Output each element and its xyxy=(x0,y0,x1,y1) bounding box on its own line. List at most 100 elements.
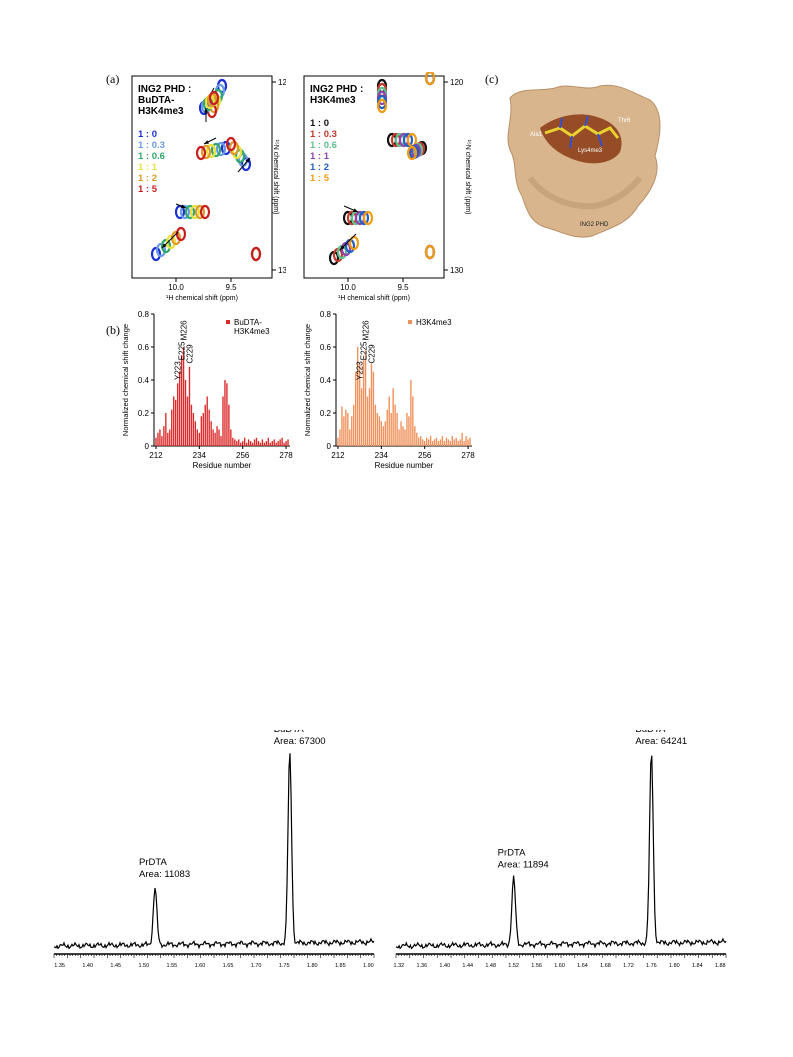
bar xyxy=(226,383,228,446)
nmr-title-line: H3K4me3 xyxy=(310,95,356,106)
nmr-title-line: BuDTA- xyxy=(138,95,174,106)
bar xyxy=(257,441,260,446)
nmr-legend-item: 1 : 1 xyxy=(138,162,158,173)
bar xyxy=(382,426,384,446)
bar xyxy=(194,421,197,446)
bar xyxy=(418,437,420,446)
bar xyxy=(176,383,179,446)
bar xyxy=(425,437,428,446)
nmr-peak xyxy=(189,204,201,220)
bar xyxy=(202,413,204,446)
bar xyxy=(388,396,390,446)
bar xyxy=(429,436,432,446)
y-tick-label: 0.2 xyxy=(320,409,332,418)
bar xyxy=(178,371,181,446)
x-tick-label: 1.48 xyxy=(485,963,496,969)
x-tick-label: 1.72 xyxy=(623,963,634,969)
nmr-legend-item: 1 : 2 xyxy=(310,162,329,173)
bar xyxy=(424,441,426,446)
bar xyxy=(180,355,183,446)
bar xyxy=(433,439,436,446)
structure-label-thr6: Thr6 xyxy=(618,118,631,124)
shift-arrow-head xyxy=(204,108,208,113)
bar xyxy=(455,437,457,446)
bar xyxy=(374,404,377,446)
nmr-peak xyxy=(175,226,187,242)
bar xyxy=(279,439,281,446)
bar xyxy=(182,347,185,446)
residue-annotation: E225 xyxy=(178,341,187,360)
panel-label-b: (b) xyxy=(106,323,120,337)
y-axis-label: Normalized chemical shift change xyxy=(303,324,312,436)
legend-swatch xyxy=(226,320,230,324)
bar xyxy=(453,439,455,446)
bar xyxy=(267,437,270,446)
nmr-legend-item: 1 : 1 xyxy=(310,151,330,162)
nmr-peak xyxy=(376,98,388,114)
bar xyxy=(392,388,394,446)
bar xyxy=(398,429,400,446)
structure-label-lys4me3: Lys4me3 xyxy=(578,148,603,154)
bar xyxy=(240,442,242,446)
bar xyxy=(245,442,248,446)
peak-label: PrDTA xyxy=(139,857,167,868)
x-axis-label: ¹H chemical shift (ppm) xyxy=(166,295,238,302)
bar xyxy=(459,439,461,446)
nmr-spectrum-left: ING2 PHD :BuDTA-H3K4me3 1 : 01 : 0.31 : … xyxy=(131,75,286,302)
bar xyxy=(167,432,169,446)
bar xyxy=(404,429,406,446)
nmr-peak xyxy=(402,132,414,148)
bar xyxy=(469,437,471,446)
nmr-peak xyxy=(160,238,172,254)
bar xyxy=(184,380,187,446)
x-tick-label: 278 xyxy=(461,451,475,460)
bar xyxy=(445,437,448,446)
legend-label: H3K4me3 xyxy=(416,318,452,327)
bar xyxy=(238,439,240,446)
bar xyxy=(406,413,408,446)
bar xyxy=(447,439,450,446)
chromatogram-left: 1.35 1.40 1.45 1.50 1.55 1.60 1.65 1.70 1.75 1.80… xyxy=(53,730,375,969)
x-tick-label: 278 xyxy=(279,451,293,460)
x-tick-label: 1.75 xyxy=(279,963,290,969)
bar xyxy=(157,432,159,446)
nmr-peak xyxy=(194,204,206,220)
nmr-legend-item: 1 : 0.6 xyxy=(310,140,337,151)
bar xyxy=(358,363,361,446)
bar xyxy=(161,436,163,446)
bar xyxy=(394,404,396,446)
structure-label-ala1: Ala1 xyxy=(530,132,543,138)
peak-area: Area: 11894 xyxy=(498,860,549,871)
bar xyxy=(200,416,202,446)
y-tick-label: 0.6 xyxy=(320,343,332,352)
nmr-legend-item: 1 : 0.3 xyxy=(138,140,165,151)
bar xyxy=(287,439,289,446)
nmr-legend-item: 1 : 5 xyxy=(138,184,158,195)
nmr-peak xyxy=(424,72,436,86)
bar xyxy=(249,441,252,446)
bar xyxy=(451,436,453,446)
bar xyxy=(351,416,353,446)
bar xyxy=(431,441,434,446)
bar xyxy=(169,429,171,446)
bar xyxy=(390,413,392,446)
peak-area: Area: 64241 xyxy=(635,736,687,747)
x-tick-label: 1.70 xyxy=(251,963,262,969)
x-tick-label: 1.80 xyxy=(307,963,318,969)
bar xyxy=(437,441,440,446)
x-tick-label: 1.45 xyxy=(110,963,121,969)
bar xyxy=(372,371,375,446)
y-tick-label: 130 xyxy=(278,266,286,275)
shift-arrow-head xyxy=(204,140,209,144)
peak-area: Area: 11083 xyxy=(139,869,190,880)
nmr-peak xyxy=(358,210,370,226)
bar xyxy=(368,388,371,446)
x-tick-label: 10.0 xyxy=(168,283,184,292)
y-tick-label: 0 xyxy=(145,442,150,451)
x-tick-label: 1.35 xyxy=(54,963,65,969)
nmr-peak xyxy=(155,242,167,258)
bar xyxy=(255,437,258,446)
bar xyxy=(281,437,283,446)
bar xyxy=(230,429,232,446)
y-tick-label: 0.8 xyxy=(320,310,332,319)
